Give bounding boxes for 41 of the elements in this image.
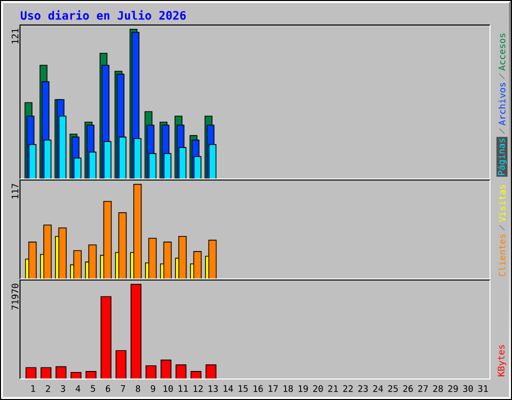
x-tick-label: 27 (418, 385, 428, 392)
x-tick-label: 19 (298, 385, 308, 392)
text: Archivos (498, 83, 506, 126)
text: 121 (12, 28, 18, 44)
x-tick-label: 17 (268, 385, 278, 392)
x-tick-label: 6 (106, 385, 110, 392)
text: KBytes (498, 345, 506, 376)
chart-title: Uso diario en Julio 2026 (20, 10, 186, 20)
x-tick-label: 12 (194, 385, 203, 392)
x-tick-label: 16 (254, 385, 263, 392)
x-tick-label: 21 (328, 385, 338, 392)
x-tick-label: 23 (358, 385, 368, 392)
x-tick-label: 25 (388, 385, 398, 392)
x-tick-label: 31 (478, 385, 488, 392)
x-tick-label: 10 (164, 385, 173, 392)
x-tick-label: 22 (343, 385, 353, 392)
x-tick-label: 8 (136, 385, 140, 392)
x-tick-label: 14 (224, 385, 233, 392)
text: Clientes (498, 234, 506, 276)
x-tick-label: 13 (208, 385, 218, 392)
x-tick-label: 4 (76, 385, 80, 392)
text: Visitas (498, 185, 506, 222)
text: Accesos (498, 34, 506, 71)
x-tick-label: 3 (60, 385, 66, 392)
x-tick-label: 15 (238, 385, 248, 392)
text: 117 (12, 184, 18, 198)
x-tick-label: 24 (373, 385, 383, 392)
x-tick-label: 5 (90, 385, 95, 392)
text: 71970 (12, 284, 18, 310)
x-tick-label: 2 (46, 385, 50, 392)
x-tick-label: 9 (150, 385, 156, 392)
x-tick-label: 18 (284, 385, 293, 392)
x-tick-label: 20 (313, 385, 323, 392)
x-tick-label: 29 (448, 385, 458, 392)
x-tick-label: 26 (403, 385, 413, 392)
text: Páginas (497, 138, 507, 175)
x-tick-label: 11 (178, 385, 188, 392)
x-tick-label: 28 (433, 385, 443, 392)
x-tick-label: 7 (120, 385, 126, 392)
x-tick-label: 30 (463, 385, 473, 392)
x-tick-label: 1 (31, 385, 36, 392)
